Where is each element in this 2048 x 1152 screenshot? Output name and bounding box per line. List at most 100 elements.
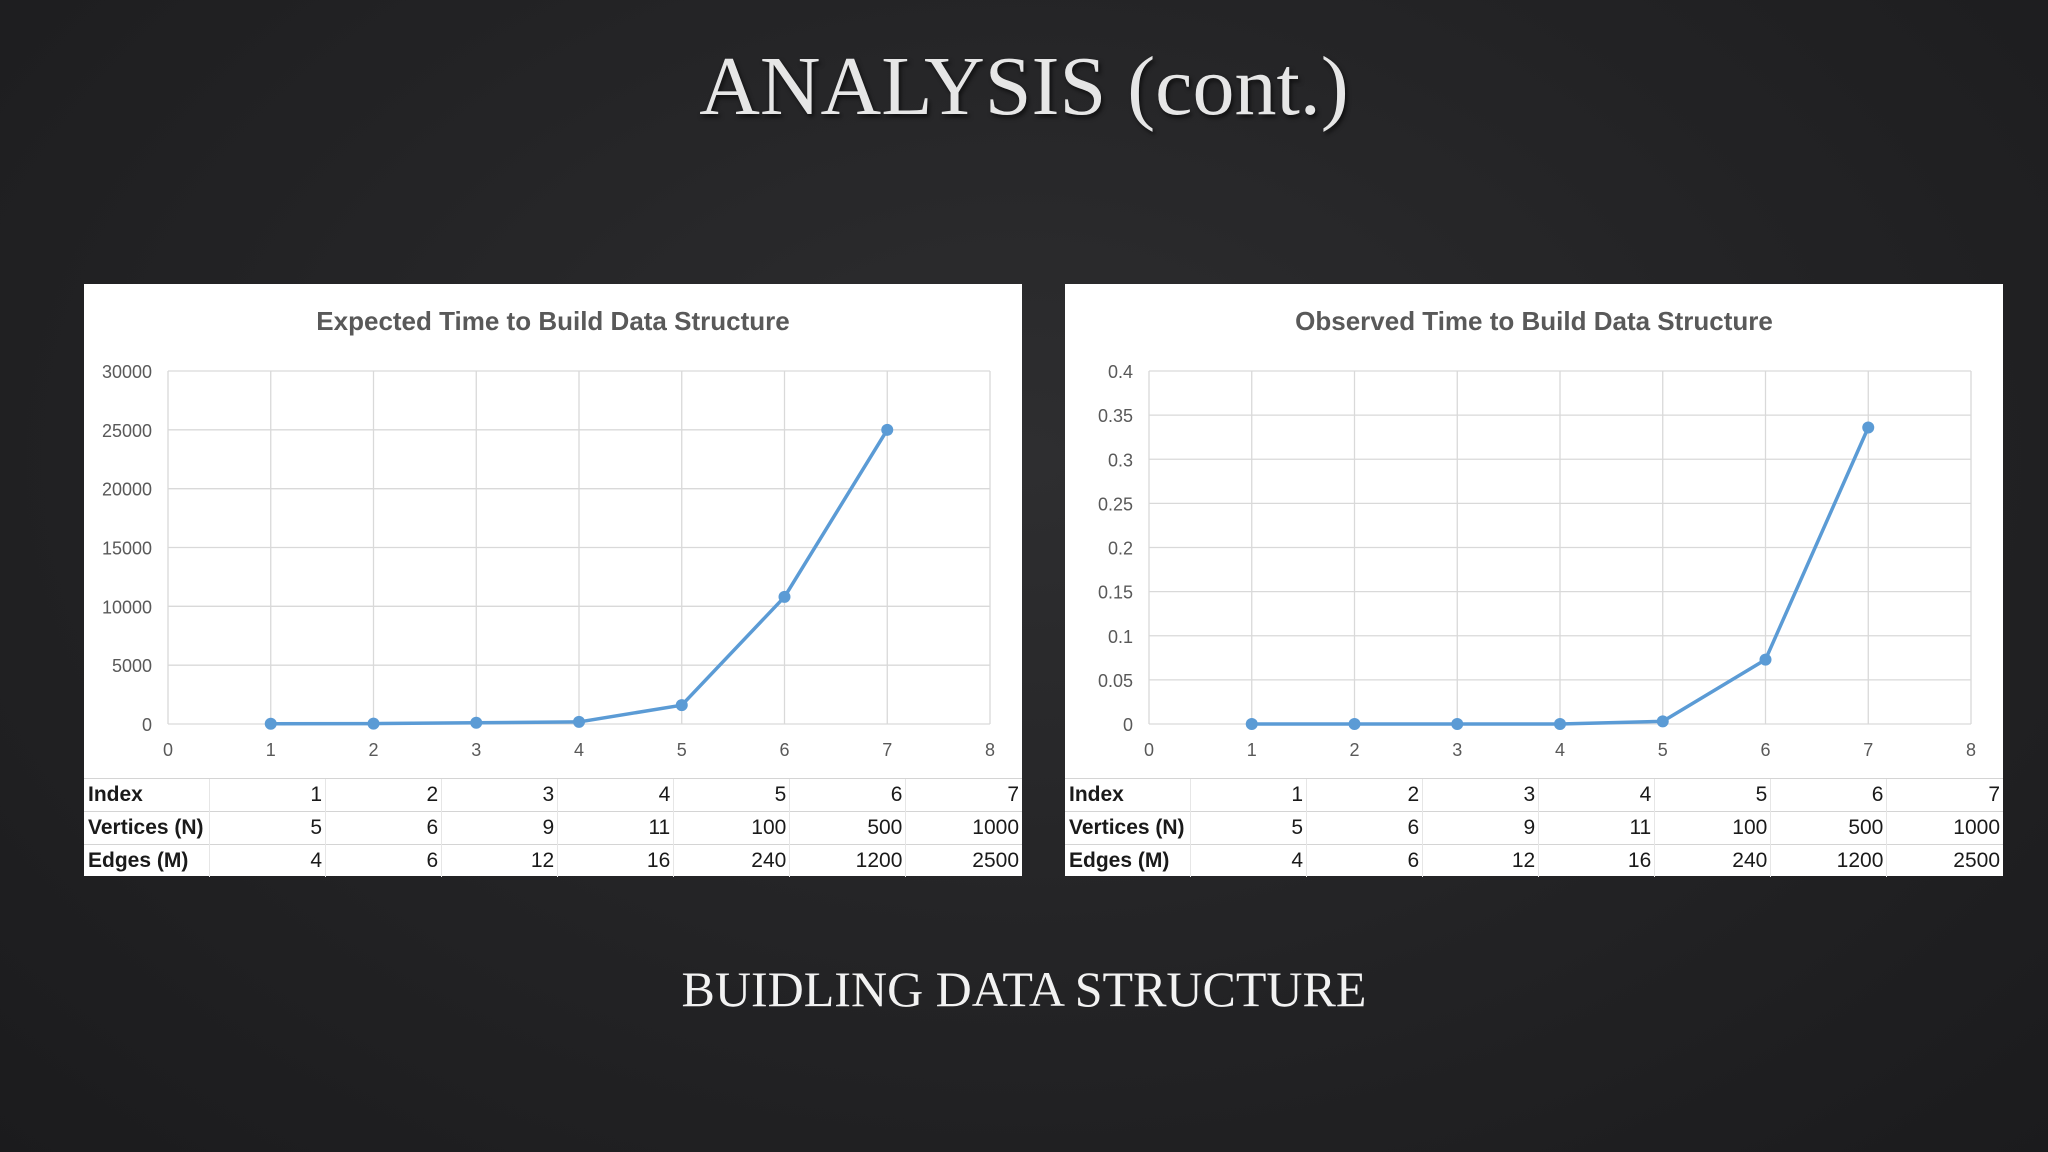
table-row: Vertices (N) 5 6 9 11 100 500 1000 <box>1065 811 2003 845</box>
expected-time-plot: 0 5000 10000 15000 20000 25000 30000 0 1 2 3 4 5 6 7 8 <box>102 362 995 760</box>
data-point <box>881 423 894 436</box>
table-row: Index 1 2 3 4 5 6 7 <box>84 778 1022 812</box>
x-tick-label: 6 <box>1760 740 1770 760</box>
slide-subtitle: BUIDLING DATA STRUCTURE <box>681 961 1367 1017</box>
x-tick-label: 2 <box>368 740 378 760</box>
data-point <box>264 717 277 730</box>
table-cell: 6 <box>325 811 442 845</box>
table-cell: 12 <box>441 844 558 877</box>
table-cell: 3 <box>1422 778 1539 812</box>
data-point <box>1554 718 1566 730</box>
table-cell: 240 <box>673 844 790 877</box>
table-cell: 500 <box>1770 811 1887 845</box>
y-tick-label: 0.2 <box>1108 539 1133 559</box>
table-cell: 500 <box>789 811 906 845</box>
table-cell: 4 <box>557 778 674 812</box>
x-tick-label: 5 <box>1658 740 1668 760</box>
y-tick-label: 0 <box>1123 715 1133 735</box>
table-cell: 4 <box>1189 844 1307 877</box>
table-cell: 7 <box>905 778 1022 812</box>
table-cell: 2 <box>325 778 442 812</box>
table-cell: 1000 <box>905 811 1022 845</box>
table-row: Vertices (N) 5 6 9 11 100 500 1000 <box>84 811 1022 845</box>
table-cell: 7 <box>1886 778 2003 812</box>
table-row: Edges (M) 4 6 12 16 240 1200 2500 <box>84 844 1022 877</box>
y-tick-label: 0.4 <box>1108 362 1133 382</box>
table-cell: 6 <box>1770 778 1887 812</box>
table-row: Edges (M) 4 6 12 16 240 1200 2500 <box>1065 844 2003 877</box>
data-point <box>778 590 791 603</box>
x-tick-label: 7 <box>882 740 892 760</box>
table-cell: 6 <box>789 778 906 812</box>
table-cell: 1000 <box>1886 811 2003 845</box>
observed-time-chart-panel: 0 0.05 0.1 0.15 0.2 0.25 0.3 0.35 0.4 0 1 2 3 4 5 6 7 8 O… <box>1065 284 2003 877</box>
x-tick-label: 4 <box>1555 740 1565 760</box>
table-cell: 11 <box>557 811 674 845</box>
data-point <box>1245 718 1258 730</box>
data-point <box>675 699 688 712</box>
table-cell: 100 <box>1654 811 1771 845</box>
table-cell: 16 <box>557 844 674 877</box>
y-tick-label: 0.05 <box>1098 671 1133 691</box>
x-tick-label: 2 <box>1349 740 1359 760</box>
x-tick-label: 8 <box>985 740 995 760</box>
table-row: Index 1 2 3 4 5 6 7 <box>1065 778 2003 812</box>
table-cell: 5 <box>673 778 790 812</box>
row-label: Edges (M) <box>1065 844 1191 877</box>
x-tick-label: 0 <box>1144 740 1154 760</box>
x-tick-label: 5 <box>677 740 687 760</box>
table-cell: 6 <box>1306 811 1423 845</box>
table-cell: 4 <box>1538 778 1655 812</box>
row-label: Index <box>84 778 210 812</box>
y-tick-label: 5000 <box>112 656 152 676</box>
expected-time-chart-panel: 0 5000 10000 15000 20000 25000 30000 0 1 2 3 4 5 6 7 8 … <box>84 284 1022 877</box>
table-cell: 9 <box>441 811 558 845</box>
y-tick-label: 0.1 <box>1108 627 1133 647</box>
data-point <box>1862 421 1875 434</box>
data-point <box>367 717 380 730</box>
table-cell: 5 <box>1189 811 1307 845</box>
x-tick-label: 3 <box>1452 740 1462 760</box>
table-cell: 12 <box>1422 844 1539 877</box>
x-tick-label: 0 <box>163 740 173 760</box>
table-cell: 6 <box>1306 844 1423 877</box>
y-tick-label: 20000 <box>102 480 152 500</box>
data-point <box>1656 715 1669 728</box>
table-cell: 5 <box>1654 778 1771 812</box>
y-tick-label: 15000 <box>102 539 152 559</box>
y-tick-label: 0.15 <box>1098 583 1133 603</box>
y-tick-label: 30000 <box>102 362 152 382</box>
table-cell: 16 <box>1538 844 1655 877</box>
y-tick-label: 0.35 <box>1098 406 1133 426</box>
x-tick-label: 7 <box>1863 740 1873 760</box>
row-label: Vertices (N) <box>1065 811 1191 845</box>
observed-time-plot: 0 0.05 0.1 0.15 0.2 0.25 0.3 0.35 0.4 0 1 2 3 4 5 6 7 8 <box>1098 362 1976 760</box>
table-cell: 11 <box>1538 811 1655 845</box>
x-tick-label: 3 <box>471 740 481 760</box>
row-label: Vertices (N) <box>84 811 210 845</box>
chart-title: Expected Time to Build Data Structure <box>316 306 790 336</box>
table-cell: 2500 <box>905 844 1022 877</box>
table-cell: 9 <box>1422 811 1539 845</box>
y-tick-label: 25000 <box>102 421 152 441</box>
x-tick-label: 4 <box>574 740 584 760</box>
table-cell: 6 <box>325 844 442 877</box>
y-tick-label: 10000 <box>102 597 152 617</box>
x-tick-label: 1 <box>1247 740 1257 760</box>
y-tick-label: 0 <box>142 715 152 735</box>
data-point <box>1348 718 1361 730</box>
data-point <box>470 716 483 729</box>
observed-data-table: Index 1 2 3 4 5 6 7 Vertices (N) 5 6 9 11 100 500 1000 E… <box>1065 778 2003 877</box>
table-cell: 1200 <box>1770 844 1887 877</box>
y-tick-label: 0.25 <box>1098 494 1133 514</box>
table-cell: 5 <box>208 811 326 845</box>
table-cell: 2500 <box>1886 844 2003 877</box>
chart-title: Observed Time to Build Data Structure <box>1295 306 1773 336</box>
data-point <box>573 715 585 728</box>
y-tick-label: 0.3 <box>1108 450 1133 470</box>
table-cell: 1 <box>1189 778 1307 812</box>
row-label: Index <box>1065 778 1191 812</box>
table-cell: 1200 <box>789 844 906 877</box>
x-tick-label: 6 <box>779 740 789 760</box>
table-cell: 240 <box>1654 844 1771 877</box>
